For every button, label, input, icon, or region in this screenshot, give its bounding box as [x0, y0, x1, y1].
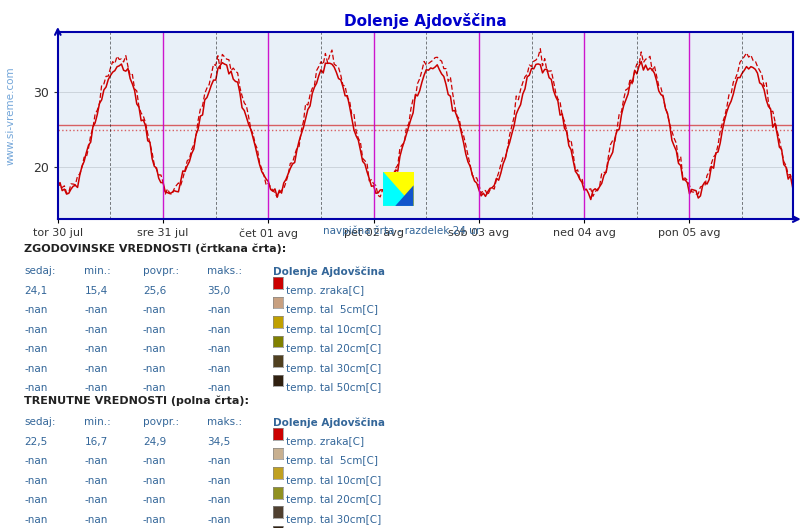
Text: -nan: -nan [84, 305, 107, 315]
Text: 35,0: 35,0 [207, 286, 230, 296]
Text: temp. tal 20cm[C]: temp. tal 20cm[C] [286, 495, 381, 505]
Text: temp. tal 10cm[C]: temp. tal 10cm[C] [286, 476, 381, 486]
Text: -nan: -nan [84, 456, 107, 466]
Text: povpr.:: povpr.: [143, 266, 179, 276]
Text: temp. tal 20cm[C]: temp. tal 20cm[C] [286, 344, 381, 354]
Text: temp. zraka[C]: temp. zraka[C] [286, 437, 363, 447]
Text: maks.:: maks.: [207, 417, 242, 427]
Text: -nan: -nan [24, 495, 47, 505]
Text: -nan: -nan [84, 325, 107, 335]
Text: TRENUTNE VREDNOSTI (polna črta):: TRENUTNE VREDNOSTI (polna črta): [24, 395, 249, 406]
Text: povpr.:: povpr.: [143, 417, 179, 427]
Text: -nan: -nan [207, 305, 230, 315]
Text: -nan: -nan [207, 456, 230, 466]
Text: 34,5: 34,5 [207, 437, 230, 447]
Text: 22,5: 22,5 [24, 437, 47, 447]
Text: -nan: -nan [207, 515, 230, 525]
Text: temp. tal 30cm[C]: temp. tal 30cm[C] [286, 364, 381, 374]
Text: maks.:: maks.: [207, 266, 242, 276]
Text: -nan: -nan [24, 364, 47, 374]
Text: -nan: -nan [24, 344, 47, 354]
Text: -nan: -nan [84, 364, 107, 374]
Text: -nan: -nan [207, 495, 230, 505]
Text: Dolenje Ajdovščina: Dolenje Ajdovščina [273, 266, 384, 277]
Text: -nan: -nan [207, 325, 230, 335]
Text: -nan: -nan [143, 325, 166, 335]
Text: -nan: -nan [143, 383, 166, 393]
Text: 25,6: 25,6 [143, 286, 166, 296]
Text: temp. tal  5cm[C]: temp. tal 5cm[C] [286, 456, 378, 466]
Text: temp. tal 10cm[C]: temp. tal 10cm[C] [286, 325, 381, 335]
Text: -nan: -nan [84, 476, 107, 486]
Text: temp. tal 30cm[C]: temp. tal 30cm[C] [286, 515, 381, 525]
Text: -nan: -nan [207, 383, 230, 393]
Text: -nan: -nan [24, 515, 47, 525]
Text: -nan: -nan [143, 476, 166, 486]
Polygon shape [383, 172, 413, 206]
Text: 24,9: 24,9 [143, 437, 166, 447]
Text: -nan: -nan [143, 305, 166, 315]
Text: 15,4: 15,4 [84, 286, 107, 296]
Text: -nan: -nan [24, 305, 47, 315]
Polygon shape [395, 185, 413, 206]
Text: -nan: -nan [143, 456, 166, 466]
Text: -nan: -nan [207, 344, 230, 354]
Text: -nan: -nan [24, 456, 47, 466]
Text: temp. tal  5cm[C]: temp. tal 5cm[C] [286, 305, 378, 315]
Text: -nan: -nan [24, 325, 47, 335]
Text: -nan: -nan [84, 344, 107, 354]
Text: temp. tal 50cm[C]: temp. tal 50cm[C] [286, 383, 381, 393]
Text: sedaj:: sedaj: [24, 266, 55, 276]
Text: -nan: -nan [24, 383, 47, 393]
Text: -nan: -nan [143, 495, 166, 505]
Text: Dolenje Ajdovščina: Dolenje Ajdovščina [273, 417, 384, 428]
Text: 24,1: 24,1 [24, 286, 47, 296]
Text: -nan: -nan [207, 364, 230, 374]
Text: navpična črta - razdelek 24 ur: navpična črta - razdelek 24 ur [322, 226, 480, 237]
Text: -nan: -nan [84, 495, 107, 505]
Text: -nan: -nan [143, 344, 166, 354]
Text: min.:: min.: [84, 266, 111, 276]
Text: -nan: -nan [24, 476, 47, 486]
Text: -nan: -nan [84, 515, 107, 525]
Text: -nan: -nan [143, 515, 166, 525]
Title: Dolenje Ajdovščina: Dolenje Ajdovščina [343, 13, 506, 29]
Text: www.si-vreme.com: www.si-vreme.com [6, 67, 15, 165]
Text: -nan: -nan [207, 476, 230, 486]
Text: 16,7: 16,7 [84, 437, 107, 447]
Text: min.:: min.: [84, 417, 111, 427]
Text: -nan: -nan [143, 364, 166, 374]
Text: -nan: -nan [84, 383, 107, 393]
Text: ZGODOVINSKE VREDNOSTI (črtkana črta):: ZGODOVINSKE VREDNOSTI (črtkana črta): [24, 244, 286, 254]
Text: temp. zraka[C]: temp. zraka[C] [286, 286, 363, 296]
Text: sedaj:: sedaj: [24, 417, 55, 427]
